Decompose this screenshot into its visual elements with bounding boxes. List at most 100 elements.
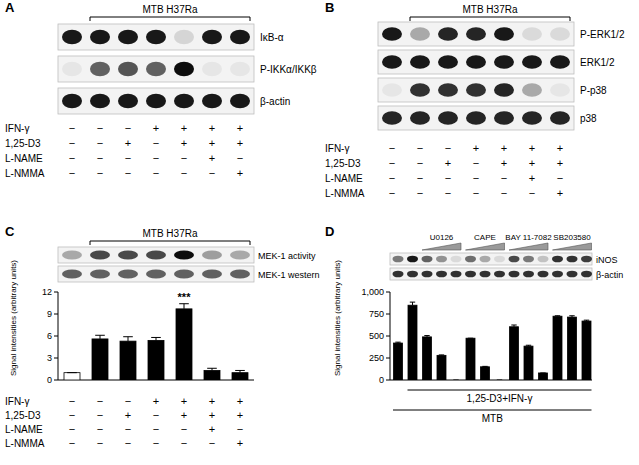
band: [465, 271, 476, 278]
y-tick-label: 12: [42, 287, 52, 297]
annotation: ***: [178, 291, 192, 303]
panel-letter: C: [5, 224, 15, 239]
band: [410, 55, 430, 68]
condition-label: L-NAME: [5, 424, 43, 435]
bar: [524, 346, 533, 380]
condition-label: IFN-γ: [5, 396, 29, 407]
condition-sign: +: [557, 187, 563, 199]
band: [523, 271, 534, 278]
band: [438, 83, 458, 96]
condition-sign: −: [97, 423, 103, 435]
dose-wedge: [509, 243, 548, 250]
blot-strip: [378, 78, 574, 102]
bar: [92, 339, 108, 380]
blot-strip: [58, 266, 254, 282]
figure: AMTB H37RaIκB-αP-IKKα/IKKββ-actinIFN-γ−−…: [0, 0, 639, 465]
condition-sign: −: [237, 152, 243, 164]
band: [422, 271, 433, 278]
y-tick-label: 0: [379, 375, 384, 385]
blot-label: MEK-1 activity: [258, 251, 316, 261]
band: [581, 256, 592, 263]
blot-strip: [58, 88, 254, 114]
y-tick: [386, 336, 390, 337]
error-bar: [95, 335, 105, 339]
error-bar: [511, 325, 516, 327]
band: [494, 27, 514, 40]
error-bar: [439, 354, 444, 355]
band: [550, 111, 570, 124]
band: [466, 83, 486, 96]
error-bar: [453, 380, 458, 381]
band: [480, 271, 491, 278]
condition-sign: +: [209, 409, 215, 421]
condition-sign: −: [153, 423, 159, 435]
band: [567, 256, 578, 263]
condition-sign: −: [501, 172, 507, 184]
bar: [204, 370, 220, 380]
condition-sign: −: [445, 142, 451, 154]
band: [523, 256, 534, 263]
condition-sign: +: [501, 157, 507, 169]
panel-letter: D: [325, 224, 334, 239]
band: [90, 94, 110, 109]
band: [230, 30, 250, 45]
band: [62, 30, 82, 45]
condition-sign: +: [181, 395, 187, 407]
band: [118, 30, 138, 45]
condition-sign: −: [389, 187, 395, 199]
band: [567, 271, 578, 278]
inhibitor-label: BAY 11-7082: [505, 233, 552, 242]
band: [466, 111, 486, 124]
band: [466, 27, 486, 40]
condition-sign: +: [501, 142, 507, 154]
band: [438, 27, 458, 40]
band: [393, 256, 404, 263]
condition-sign: +: [529, 172, 535, 184]
condition-sign: −: [389, 142, 395, 154]
condition-sign: −: [69, 152, 75, 164]
condition-label: 1,25-D3: [5, 138, 41, 149]
band: [146, 94, 166, 109]
band: [552, 271, 563, 278]
band: [230, 62, 250, 77]
blot-label: P-IKKα/IKKβ: [260, 64, 317, 75]
condition-sign: −: [473, 157, 479, 169]
band: [118, 270, 138, 279]
condition-sign: +: [181, 122, 187, 134]
band: [62, 270, 82, 279]
blot-label: β-actin: [596, 270, 623, 280]
error-bar: [526, 345, 531, 347]
band: [522, 111, 542, 124]
blot-strip: [390, 268, 592, 280]
error-bar: [151, 337, 161, 340]
band: [436, 256, 447, 263]
band: [146, 270, 166, 279]
y-tick-label: 3: [47, 353, 52, 363]
band: [90, 62, 110, 77]
condition-sign: +: [237, 395, 243, 407]
band: [552, 256, 563, 263]
band: [494, 271, 505, 278]
page: {"panels":[ {"letter":"A","bracket":{"te…: [0, 0, 639, 465]
condition-sign: −: [557, 172, 563, 184]
dose-wedge: [422, 243, 461, 250]
y-tick: [54, 292, 58, 293]
bar: [510, 327, 519, 380]
y-tick-label: 6: [47, 331, 52, 341]
band: [451, 256, 462, 263]
y-tick-label: 750: [369, 309, 384, 319]
bracket: [90, 17, 250, 21]
y-tick: [386, 292, 390, 293]
condition-sign: −: [69, 395, 75, 407]
y-tick: [386, 380, 390, 381]
band: [410, 83, 430, 96]
condition-sign: −: [181, 152, 187, 164]
condition-label: L-NMMA: [5, 168, 45, 179]
inhibitor-label: CAPE: [474, 233, 496, 242]
condition-sign: −: [97, 137, 103, 149]
bar: [148, 340, 164, 380]
band: [451, 271, 462, 278]
condition-sign: −: [153, 152, 159, 164]
blot-strip: [378, 106, 574, 130]
band: [494, 55, 514, 68]
